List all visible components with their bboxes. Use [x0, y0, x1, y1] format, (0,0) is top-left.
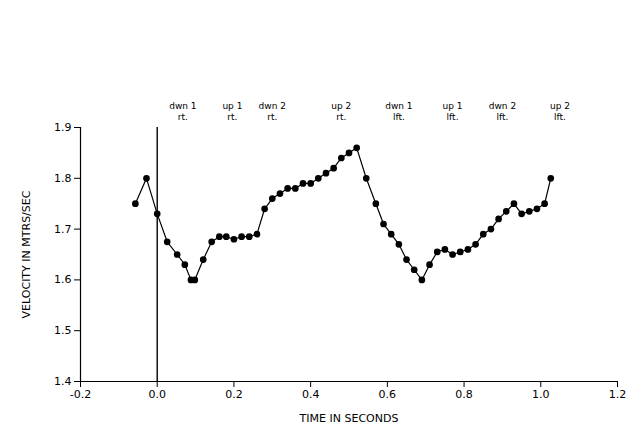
svg-text:up 2rt.: up 2rt. [331, 101, 351, 122]
svg-text:1.0: 1.0 [532, 388, 550, 401]
svg-text:dwn 2rt.: dwn 2rt. [259, 101, 286, 122]
svg-text:0.4: 0.4 [302, 388, 320, 401]
svg-text:1.4: 1.4 [54, 375, 72, 388]
svg-text:TIME IN SECONDS: TIME IN SECONDS [299, 412, 399, 425]
svg-text:1.9: 1.9 [54, 121, 72, 134]
svg-text:-0.2: -0.2 [70, 388, 91, 401]
svg-text:up 2lft.: up 2lft. [550, 101, 570, 122]
svg-text:dwn 1lft.: dwn 1lft. [385, 101, 412, 122]
svg-text:0.0: 0.0 [148, 388, 166, 401]
svg-text:dwn 2lft.: dwn 2lft. [489, 101, 516, 122]
svg-text:0.2: 0.2 [225, 388, 243, 401]
svg-text:0.6: 0.6 [379, 388, 397, 401]
svg-text:up 1lft.: up 1lft. [443, 101, 463, 122]
svg-text:VELOCITY IN MTRS/SEC: VELOCITY IN MTRS/SEC [20, 190, 33, 318]
svg-text:1.8: 1.8 [54, 172, 72, 185]
svg-text:1.6: 1.6 [54, 273, 72, 286]
svg-text:up 1rt.: up 1rt. [222, 101, 242, 122]
svg-text:dwn 1rt.: dwn 1rt. [169, 101, 196, 122]
svg-text:1.7: 1.7 [54, 223, 72, 236]
svg-text:0.8: 0.8 [455, 388, 473, 401]
svg-text:1.2: 1.2 [609, 388, 627, 401]
svg-text:1.5: 1.5 [54, 324, 72, 337]
